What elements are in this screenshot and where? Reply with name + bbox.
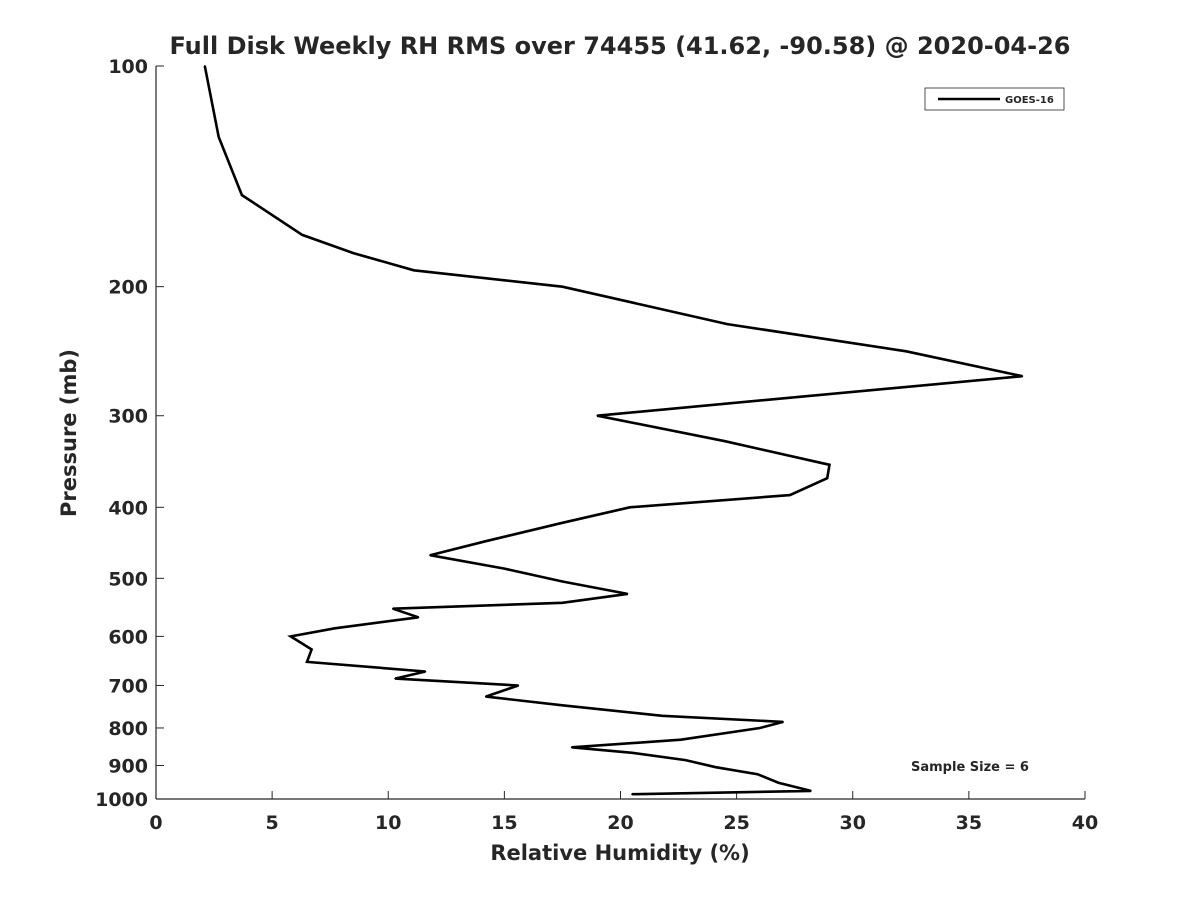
data-point <box>661 714 664 717</box>
chart-title: Full Disk Weekly RH RMS over 74455 (41.6… <box>169 32 1070 60</box>
y-tick-label: 300 <box>108 406 148 428</box>
data-point <box>310 648 313 651</box>
data-point <box>782 721 784 723</box>
series-line <box>203 65 1023 796</box>
x-tick-label: 15 <box>491 812 517 834</box>
y-tick-label: 900 <box>108 755 148 777</box>
y-tick-label: 800 <box>108 718 148 740</box>
x-axis-label: Relative Humidity (%) <box>490 841 749 865</box>
data-point <box>570 746 573 749</box>
data-point <box>726 323 729 325</box>
data-point <box>561 580 564 583</box>
data-point <box>503 567 506 570</box>
y-tick-label: 700 <box>108 675 148 697</box>
y-tick-label: 1000 <box>95 789 148 811</box>
data-point <box>759 727 761 729</box>
data-point <box>561 285 564 288</box>
x-tick-label: 20 <box>607 812 633 834</box>
data-point <box>631 751 633 754</box>
data-point <box>680 738 682 741</box>
data-point <box>905 350 908 353</box>
data-point <box>412 269 415 272</box>
data-point <box>684 759 687 761</box>
data-point <box>392 607 394 610</box>
x-tick-label: 40 <box>1072 812 1098 834</box>
x-tick-label: 35 <box>956 812 982 834</box>
data-point <box>429 554 431 557</box>
data-point <box>561 521 564 524</box>
x-tick-label: 0 <box>149 812 162 834</box>
y-axis-ticks: 100 200 300 400 500 600 700 800 900 1000 <box>95 56 164 811</box>
y-tick-label: 600 <box>108 626 148 648</box>
legend: GOES-16 <box>924 87 1065 111</box>
data-point <box>777 781 780 784</box>
plot-axes <box>155 66 1085 800</box>
data-point <box>217 136 220 138</box>
data-point <box>424 670 427 673</box>
series-layer <box>203 65 1024 796</box>
data-point <box>828 463 831 466</box>
data-point <box>596 414 599 417</box>
data-point <box>484 540 487 543</box>
y-axis-label: Pressure (mb) <box>57 349 81 517</box>
x-tick-label: 25 <box>723 812 749 834</box>
data-point <box>517 684 520 687</box>
data-point <box>1021 375 1024 378</box>
x-axis-ticks: 0 5 10 15 20 25 30 35 40 <box>149 791 1098 834</box>
data-point <box>628 506 631 509</box>
data-point <box>417 616 420 619</box>
x-tick-label: 5 <box>266 812 279 834</box>
data-point <box>561 601 564 604</box>
y-tick-label: 400 <box>108 497 148 519</box>
data-point <box>241 194 243 197</box>
data-point <box>789 494 791 496</box>
data-point <box>352 252 355 255</box>
data-point <box>333 627 336 630</box>
y-tick-label: 200 <box>108 277 148 299</box>
y-tick-label: 500 <box>108 568 148 590</box>
data-point <box>301 234 304 236</box>
legend-label: GOES-16 <box>1005 95 1054 106</box>
data-point <box>289 635 292 638</box>
data-point <box>394 677 397 680</box>
data-point <box>810 790 812 792</box>
data-point <box>561 704 564 707</box>
data-point <box>756 773 759 776</box>
data-point <box>484 695 487 698</box>
data-point <box>306 661 308 663</box>
data-point <box>714 766 717 769</box>
x-tick-label: 30 <box>840 812 866 834</box>
data-point <box>631 793 633 796</box>
data-point <box>724 440 726 443</box>
data-point <box>770 398 773 401</box>
data-point <box>826 477 829 480</box>
data-point <box>626 593 629 595</box>
sample-size-annotation: Sample Size = 6 <box>911 760 1029 775</box>
data-point <box>203 65 206 67</box>
x-tick-label: 10 <box>375 812 401 834</box>
y-tick-label: 100 <box>108 56 148 78</box>
